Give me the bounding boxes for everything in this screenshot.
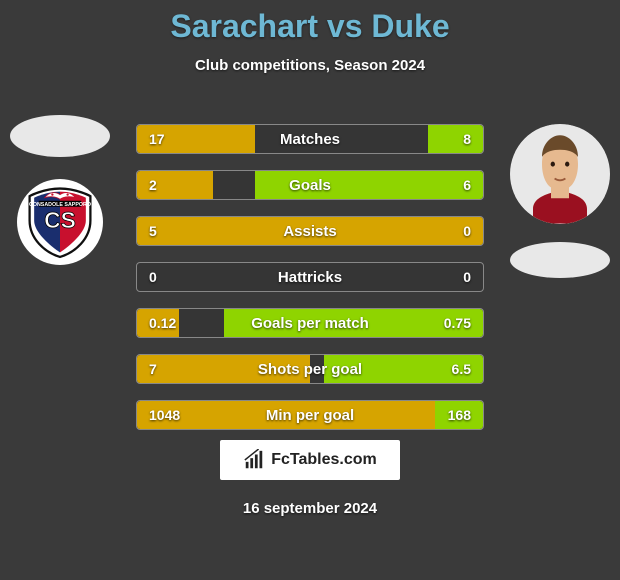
stat-row: Matches17 8: [136, 124, 484, 154]
stat-value-left: 1048: [149, 407, 180, 423]
stat-value-left: 0: [149, 269, 157, 285]
stat-row: Goals per match0.12 0.75: [136, 308, 484, 338]
stat-value-left: 5: [149, 223, 157, 239]
player-left-avatar-placeholder: [10, 115, 110, 157]
stat-value-left: 0.12: [149, 315, 176, 331]
stat-value-right: 0: [463, 269, 471, 285]
stat-row: Shots per goal7 6.5: [136, 354, 484, 384]
stat-value-right: 8: [463, 131, 471, 147]
stat-label: Hattricks: [137, 269, 483, 286]
player-left-club-badge: CONSADOLE SAPPORO CS: [17, 179, 103, 265]
stat-label: Goals: [137, 177, 483, 194]
stat-value-right: 0: [463, 223, 471, 239]
stat-label: Assists: [137, 223, 483, 240]
stat-value-right: 6: [463, 177, 471, 193]
subtitle: Club competitions, Season 2024: [0, 57, 620, 74]
player-right-avatar: [510, 124, 610, 224]
stat-row: Goals2 6: [136, 170, 484, 200]
stat-row: Assists5 0: [136, 216, 484, 246]
stat-value-left: 7: [149, 361, 157, 377]
branding-text: FcTables.com: [271, 451, 377, 469]
stat-label: Min per goal: [137, 407, 483, 424]
branding-badge[interactable]: FcTables.com: [220, 440, 400, 480]
club-badge-icon: CONSADOLE SAPPORO CS: [22, 184, 98, 260]
svg-text:CS: CS: [44, 207, 76, 233]
stat-value-right: 0.75: [444, 315, 471, 331]
stat-label: Shots per goal: [137, 361, 483, 378]
stat-value-left: 17: [149, 131, 165, 147]
branding-chart-icon: [243, 449, 265, 471]
stat-row: Hattricks0 0: [136, 262, 484, 292]
stat-value-right: 6.5: [452, 361, 471, 377]
stat-label: Goals per match: [137, 315, 483, 332]
player-left-panel: CONSADOLE SAPPORO CS: [10, 115, 110, 265]
player-right-club-placeholder: [510, 242, 610, 278]
player-right-panel: [510, 124, 610, 278]
date-label: 16 september 2024: [0, 500, 620, 517]
stat-value-left: 2: [149, 177, 157, 193]
stat-label: Matches: [137, 131, 483, 148]
stats-container: Matches178Goals26Assists50Hattricks00Goa…: [136, 124, 484, 446]
stat-value-right: 168: [448, 407, 471, 423]
page-title: Sarachart vs Duke: [0, 0, 620, 45]
stat-row: Min per goal1048 168: [136, 400, 484, 430]
player-right-face-icon: [515, 124, 605, 224]
